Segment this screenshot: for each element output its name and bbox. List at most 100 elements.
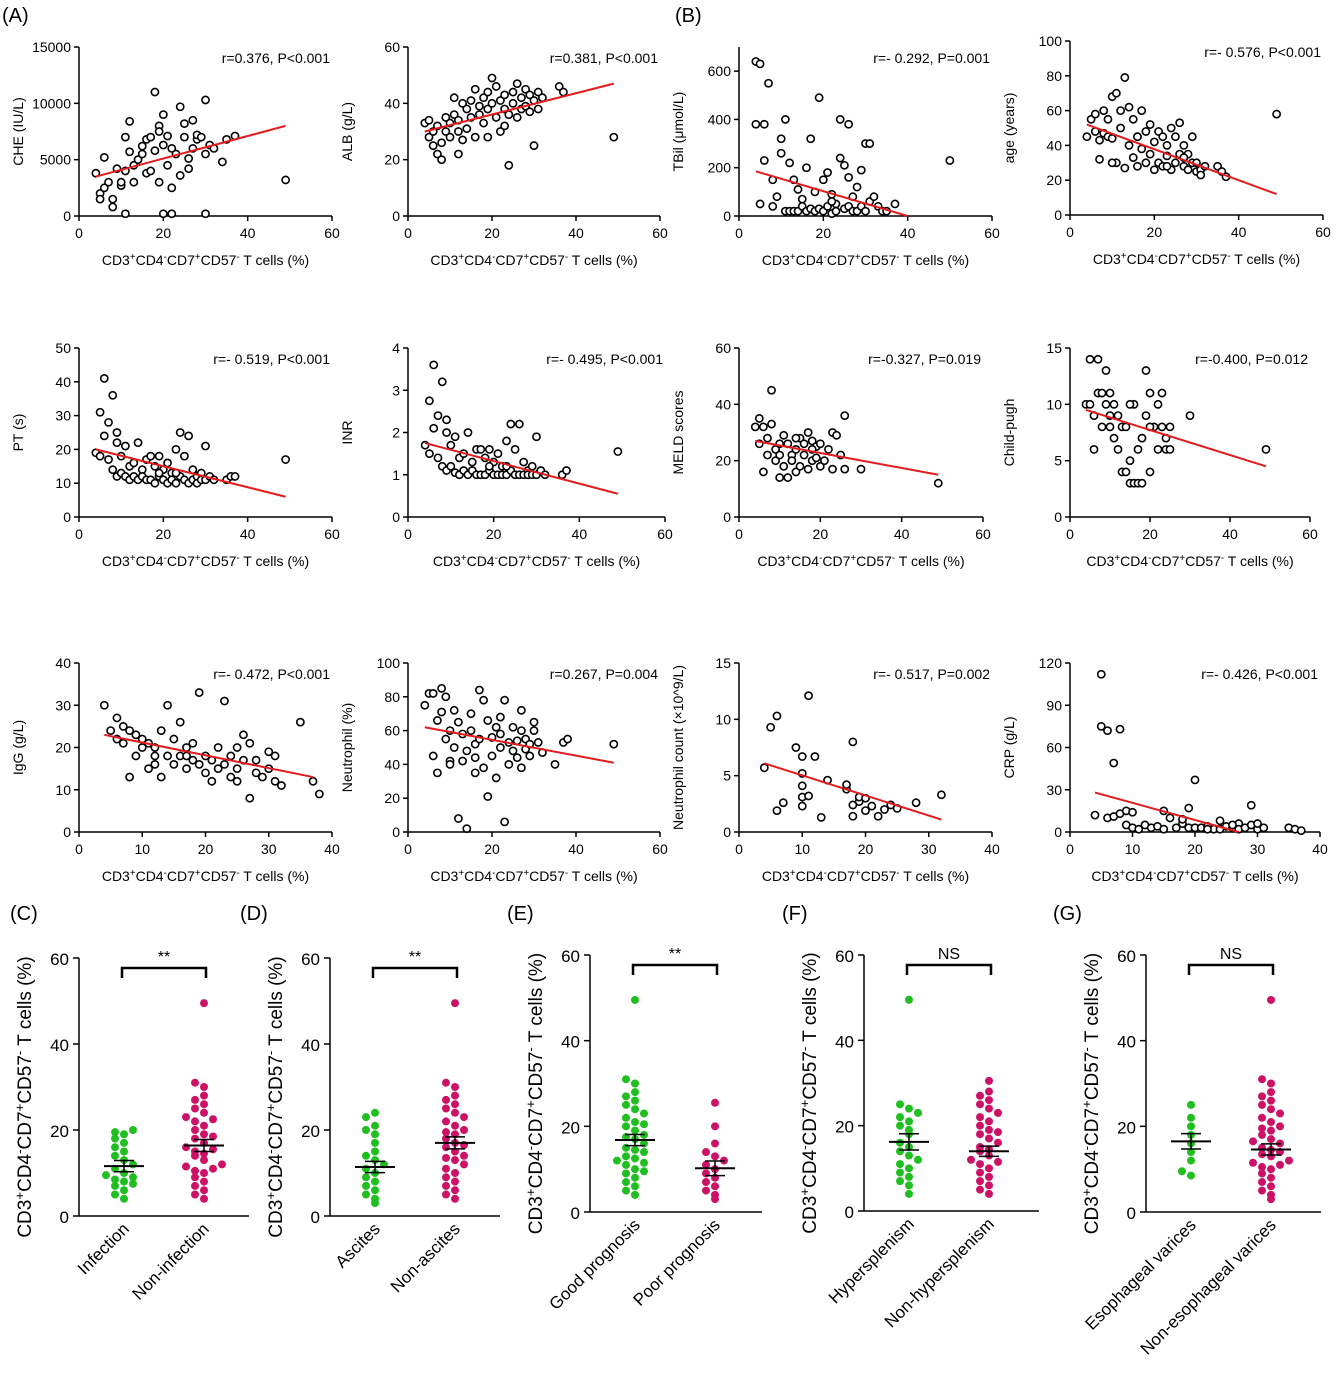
data-point: [1116, 106, 1125, 115]
data-point: [437, 155, 446, 165]
data-point: [200, 1186, 208, 1195]
correlation-annotation: r=- 0.495, P<0.001: [546, 351, 663, 367]
data-point: [994, 1138, 1002, 1147]
x-tick-label: 0: [1066, 841, 1074, 857]
data-point: [510, 444, 520, 454]
data-point: [785, 158, 794, 168]
data-point: [200, 1083, 208, 1091]
y-axis-label: CD3+CD4-CD7+CD57- T cells (%): [1079, 953, 1104, 1234]
x-axis-label: CD3+CD4-CD7+CD57- T cells (%): [1086, 553, 1293, 570]
regression-line: [755, 439, 939, 476]
data-point: [797, 194, 807, 204]
y-tick-label: 20: [1117, 1118, 1136, 1137]
data-point: [362, 1113, 370, 1122]
data-point: [308, 776, 318, 786]
data-point: [1116, 123, 1125, 133]
x-tick-label: 60: [324, 225, 340, 241]
data-point: [631, 1105, 639, 1114]
data-point: [441, 692, 451, 702]
y-tick-label: 30: [55, 697, 71, 713]
significance-label: **: [669, 946, 681, 963]
y-tick-label: 15: [715, 655, 731, 671]
data-point: [622, 1152, 630, 1161]
data-point: [429, 423, 439, 433]
data-point: [1267, 1088, 1275, 1097]
y-tick-label: 0: [311, 1208, 320, 1227]
data-point: [832, 430, 841, 440]
y-tick-label: 1: [392, 467, 400, 483]
data-point: [985, 1087, 993, 1096]
data-point: [844, 172, 854, 182]
data-point: [95, 194, 105, 204]
y-tick-label: 0: [723, 208, 731, 224]
category-label: Ascites: [332, 1219, 384, 1271]
data-point: [896, 1100, 904, 1109]
data-point: [371, 1186, 379, 1195]
data-point: [780, 115, 790, 124]
y-tick-label: 0: [63, 509, 71, 525]
scatter-panel-9: 0 10 20 30 40 0 10 20 30 40 r=- 0.472, P<0.001 CD3+…: [10, 655, 340, 884]
data-point: [517, 93, 526, 103]
data-point: [802, 163, 811, 173]
data-point: [793, 185, 803, 194]
data-point: [1285, 1156, 1293, 1165]
data-point: [811, 453, 821, 463]
data-point: [562, 466, 571, 475]
data-point: [171, 478, 181, 488]
data-point: [787, 456, 797, 466]
data-point: [129, 1160, 137, 1169]
data-point: [976, 1185, 984, 1194]
x-tick-label: 40: [984, 841, 1000, 857]
y-tick-label: 0: [60, 1208, 69, 1227]
y-tick-label: 15: [1046, 340, 1062, 356]
data-point: [711, 1190, 719, 1199]
data-point: [823, 168, 832, 177]
data-point: [803, 428, 813, 437]
correlation-annotation: r=0.381, P<0.001: [550, 50, 658, 66]
data-point: [99, 431, 109, 441]
data-point: [985, 1189, 993, 1198]
data-point: [985, 1104, 993, 1113]
data-point: [797, 781, 807, 791]
data-point: [613, 1156, 621, 1165]
data-point: [759, 119, 769, 129]
data-point: [1141, 158, 1151, 168]
data-point: [828, 464, 837, 474]
data-point: [188, 755, 198, 765]
x-tick-label: 20: [484, 225, 500, 241]
data-point: [506, 419, 516, 429]
data-point: [1215, 816, 1225, 826]
data-point: [702, 1186, 710, 1195]
data-point: [470, 768, 480, 778]
data-point: [191, 1181, 199, 1190]
data-point: [451, 1121, 459, 1130]
data-point: [120, 1186, 128, 1195]
data-point: [120, 1138, 128, 1147]
data-point: [795, 461, 805, 471]
data-point: [129, 1173, 137, 1182]
y-tick-label: 40: [301, 1036, 320, 1055]
data-point: [631, 995, 639, 1004]
data-point: [209, 1164, 217, 1173]
data-point: [1267, 1118, 1275, 1127]
data-point: [150, 87, 160, 97]
data-point: [844, 119, 854, 129]
y-tick-label: 0: [1054, 824, 1062, 840]
data-point: [175, 428, 185, 437]
data-point: [525, 107, 535, 117]
data-point: [180, 132, 189, 142]
data-point: [191, 1190, 199, 1199]
data-point: [201, 149, 210, 159]
data-point: [156, 726, 166, 735]
data-point: [1175, 118, 1185, 128]
data-point: [200, 1108, 208, 1117]
data-point: [146, 166, 156, 176]
data-point: [1157, 422, 1167, 432]
data-point: [840, 464, 850, 474]
data-point: [232, 743, 242, 752]
y-tick-label: 0: [1127, 1204, 1136, 1223]
data-point: [1171, 132, 1180, 142]
data-point: [495, 127, 505, 136]
data-point: [776, 134, 786, 144]
data-point: [99, 374, 109, 383]
